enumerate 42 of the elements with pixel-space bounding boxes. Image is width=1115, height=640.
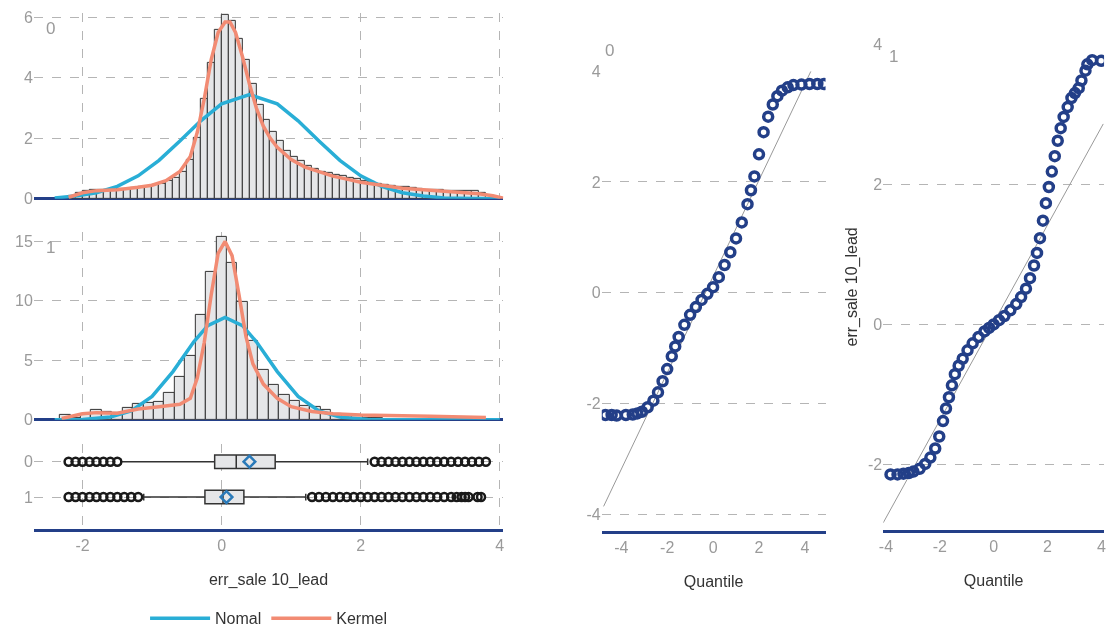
y-tick-label: 0 (23, 411, 33, 429)
y-tick-label: 2 (23, 129, 33, 147)
y-tick-label: 4 (873, 35, 883, 53)
x-tick-label: -2 (932, 537, 947, 555)
y-tick-label: 5 (23, 351, 33, 369)
y-axis-title: err_sale 10_lead (842, 227, 861, 347)
x-axis-title: Quantile (683, 573, 744, 591)
y-tick-label: 4 (23, 69, 33, 87)
annotation: 1 (889, 47, 899, 66)
x-tick-label: -2 (75, 536, 90, 554)
text: 0 (605, 41, 615, 60)
y-tick-label: 0 (873, 315, 883, 333)
x-tick-label: 4 (1096, 537, 1106, 555)
y-tick-label: 4 (591, 62, 601, 80)
y-tick-label: 2 (591, 173, 601, 191)
y-tick-label: 10 (15, 292, 33, 310)
annotation: 0 (46, 19, 56, 38)
x-axis-title: err_sale 10_lead (208, 571, 329, 590)
x-tick-label: 4 (495, 536, 505, 554)
x-tick-label: -2 (660, 538, 675, 556)
x-tick-label: 0 (989, 537, 999, 555)
y-tick-label: 15 (15, 233, 33, 250)
y-tick-label: 1 (23, 488, 33, 506)
y-tick-label: -4 (586, 505, 601, 523)
y-tick-label: 2 (873, 175, 883, 193)
y-tick-label: -2 (868, 456, 883, 474)
x-tick-label: 2 (1043, 537, 1053, 555)
y-tick-label: 6 (23, 9, 33, 26)
y-tick-label: -2 (586, 395, 601, 413)
legend-label: Kermel (336, 610, 387, 628)
y-tick-label: 0 (23, 453, 33, 471)
y-tick-label: 0 (591, 284, 601, 302)
x-tick-label: -4 (614, 538, 629, 556)
legend-label: Nomal (215, 610, 262, 628)
annotation: 1 (46, 238, 56, 257)
x-tick-label: 2 (754, 538, 764, 556)
x-tick-label: 4 (800, 538, 810, 556)
x-axis-title: Quantile (963, 572, 1024, 590)
x-tick-label: 0 (708, 538, 718, 556)
x-tick-label: 0 (217, 536, 227, 554)
y-tick-label: 0 (23, 190, 33, 208)
x-tick-label: 2 (356, 536, 366, 554)
